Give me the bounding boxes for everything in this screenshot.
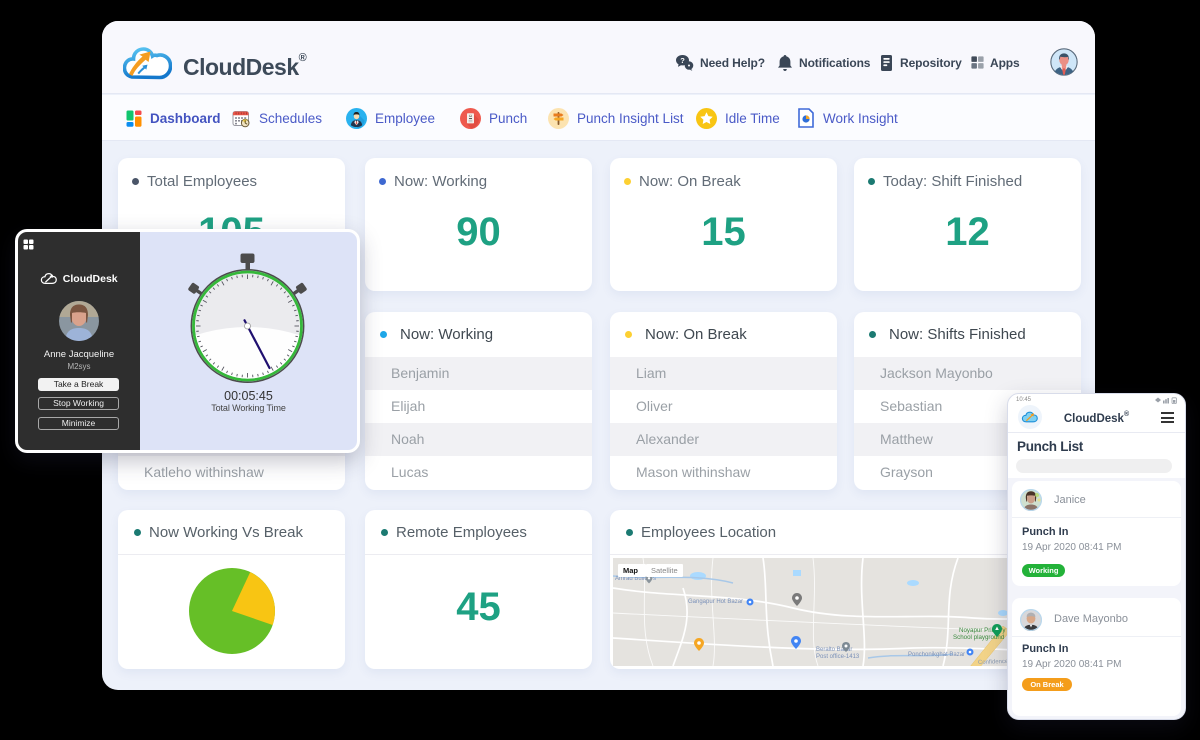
svg-text:Beralto Bazar: Beralto Bazar <box>816 647 852 653</box>
svg-text:?: ? <box>680 56 685 65</box>
svg-text:Post office-1413: Post office-1413 <box>816 654 860 660</box>
svg-text:Ponchonikghat Bazar: Ponchonikghat Bazar <box>908 652 965 658</box>
svg-text:Satellite: Satellite <box>651 566 678 575</box>
svg-text:Noyapur Primary: Noyapur Primary <box>959 627 1006 634</box>
svg-text:Confidence S: Confidence S <box>978 659 1014 666</box>
svg-text:School playground: School playground <box>953 634 1005 641</box>
svg-text:Amrad Builders: Amrad Builders <box>615 576 656 582</box>
svg-text:Gangapur Hot Bazar: Gangapur Hot Bazar <box>688 599 743 605</box>
svg-text:Map: Map <box>623 566 638 575</box>
